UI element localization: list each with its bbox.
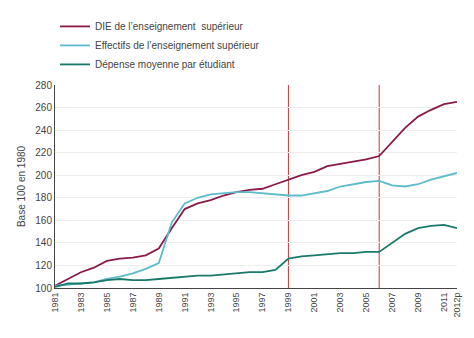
svg-text:Base 100 en 1980: Base 100 en 1980 xyxy=(16,145,27,227)
svg-text:100: 100 xyxy=(35,283,52,294)
svg-text:180: 180 xyxy=(35,192,52,203)
svg-text:2003: 2003 xyxy=(335,293,345,313)
svg-text:DIE de l’enseignement supérie: DIE de l’enseignement supérieur xyxy=(95,21,244,32)
svg-text:1983: 1983 xyxy=(76,293,86,313)
svg-text:220: 220 xyxy=(35,147,52,158)
svg-text:2012p: 2012p xyxy=(452,293,462,318)
svg-text:120: 120 xyxy=(35,260,52,271)
svg-text:1985: 1985 xyxy=(102,293,112,313)
svg-text:1981: 1981 xyxy=(50,293,60,313)
svg-text:2007: 2007 xyxy=(387,293,397,313)
svg-text:200: 200 xyxy=(35,170,52,181)
svg-text:2005: 2005 xyxy=(361,293,371,313)
svg-text:1999: 1999 xyxy=(283,293,293,313)
svg-text:1997: 1997 xyxy=(257,293,267,313)
svg-text:1991: 1991 xyxy=(180,293,190,313)
svg-text:140: 140 xyxy=(35,237,52,248)
svg-text:2011: 2011 xyxy=(439,293,449,312)
svg-text:2001: 2001 xyxy=(309,293,319,313)
svg-text:260: 260 xyxy=(35,102,52,113)
svg-text:2009: 2009 xyxy=(413,293,423,313)
svg-text:1995: 1995 xyxy=(231,293,241,313)
svg-text:160: 160 xyxy=(35,215,52,226)
svg-text:1989: 1989 xyxy=(154,293,164,313)
svg-text:1987: 1987 xyxy=(128,293,138,313)
svg-text:240: 240 xyxy=(35,125,52,136)
svg-text:280: 280 xyxy=(35,80,52,91)
svg-text:1993: 1993 xyxy=(206,293,216,313)
svg-text:Effectifs de l’enseignement su: Effectifs de l’enseignement supérieur xyxy=(95,40,259,51)
svg-text:Dépense moyenne par étudiant: Dépense moyenne par étudiant xyxy=(95,59,235,70)
